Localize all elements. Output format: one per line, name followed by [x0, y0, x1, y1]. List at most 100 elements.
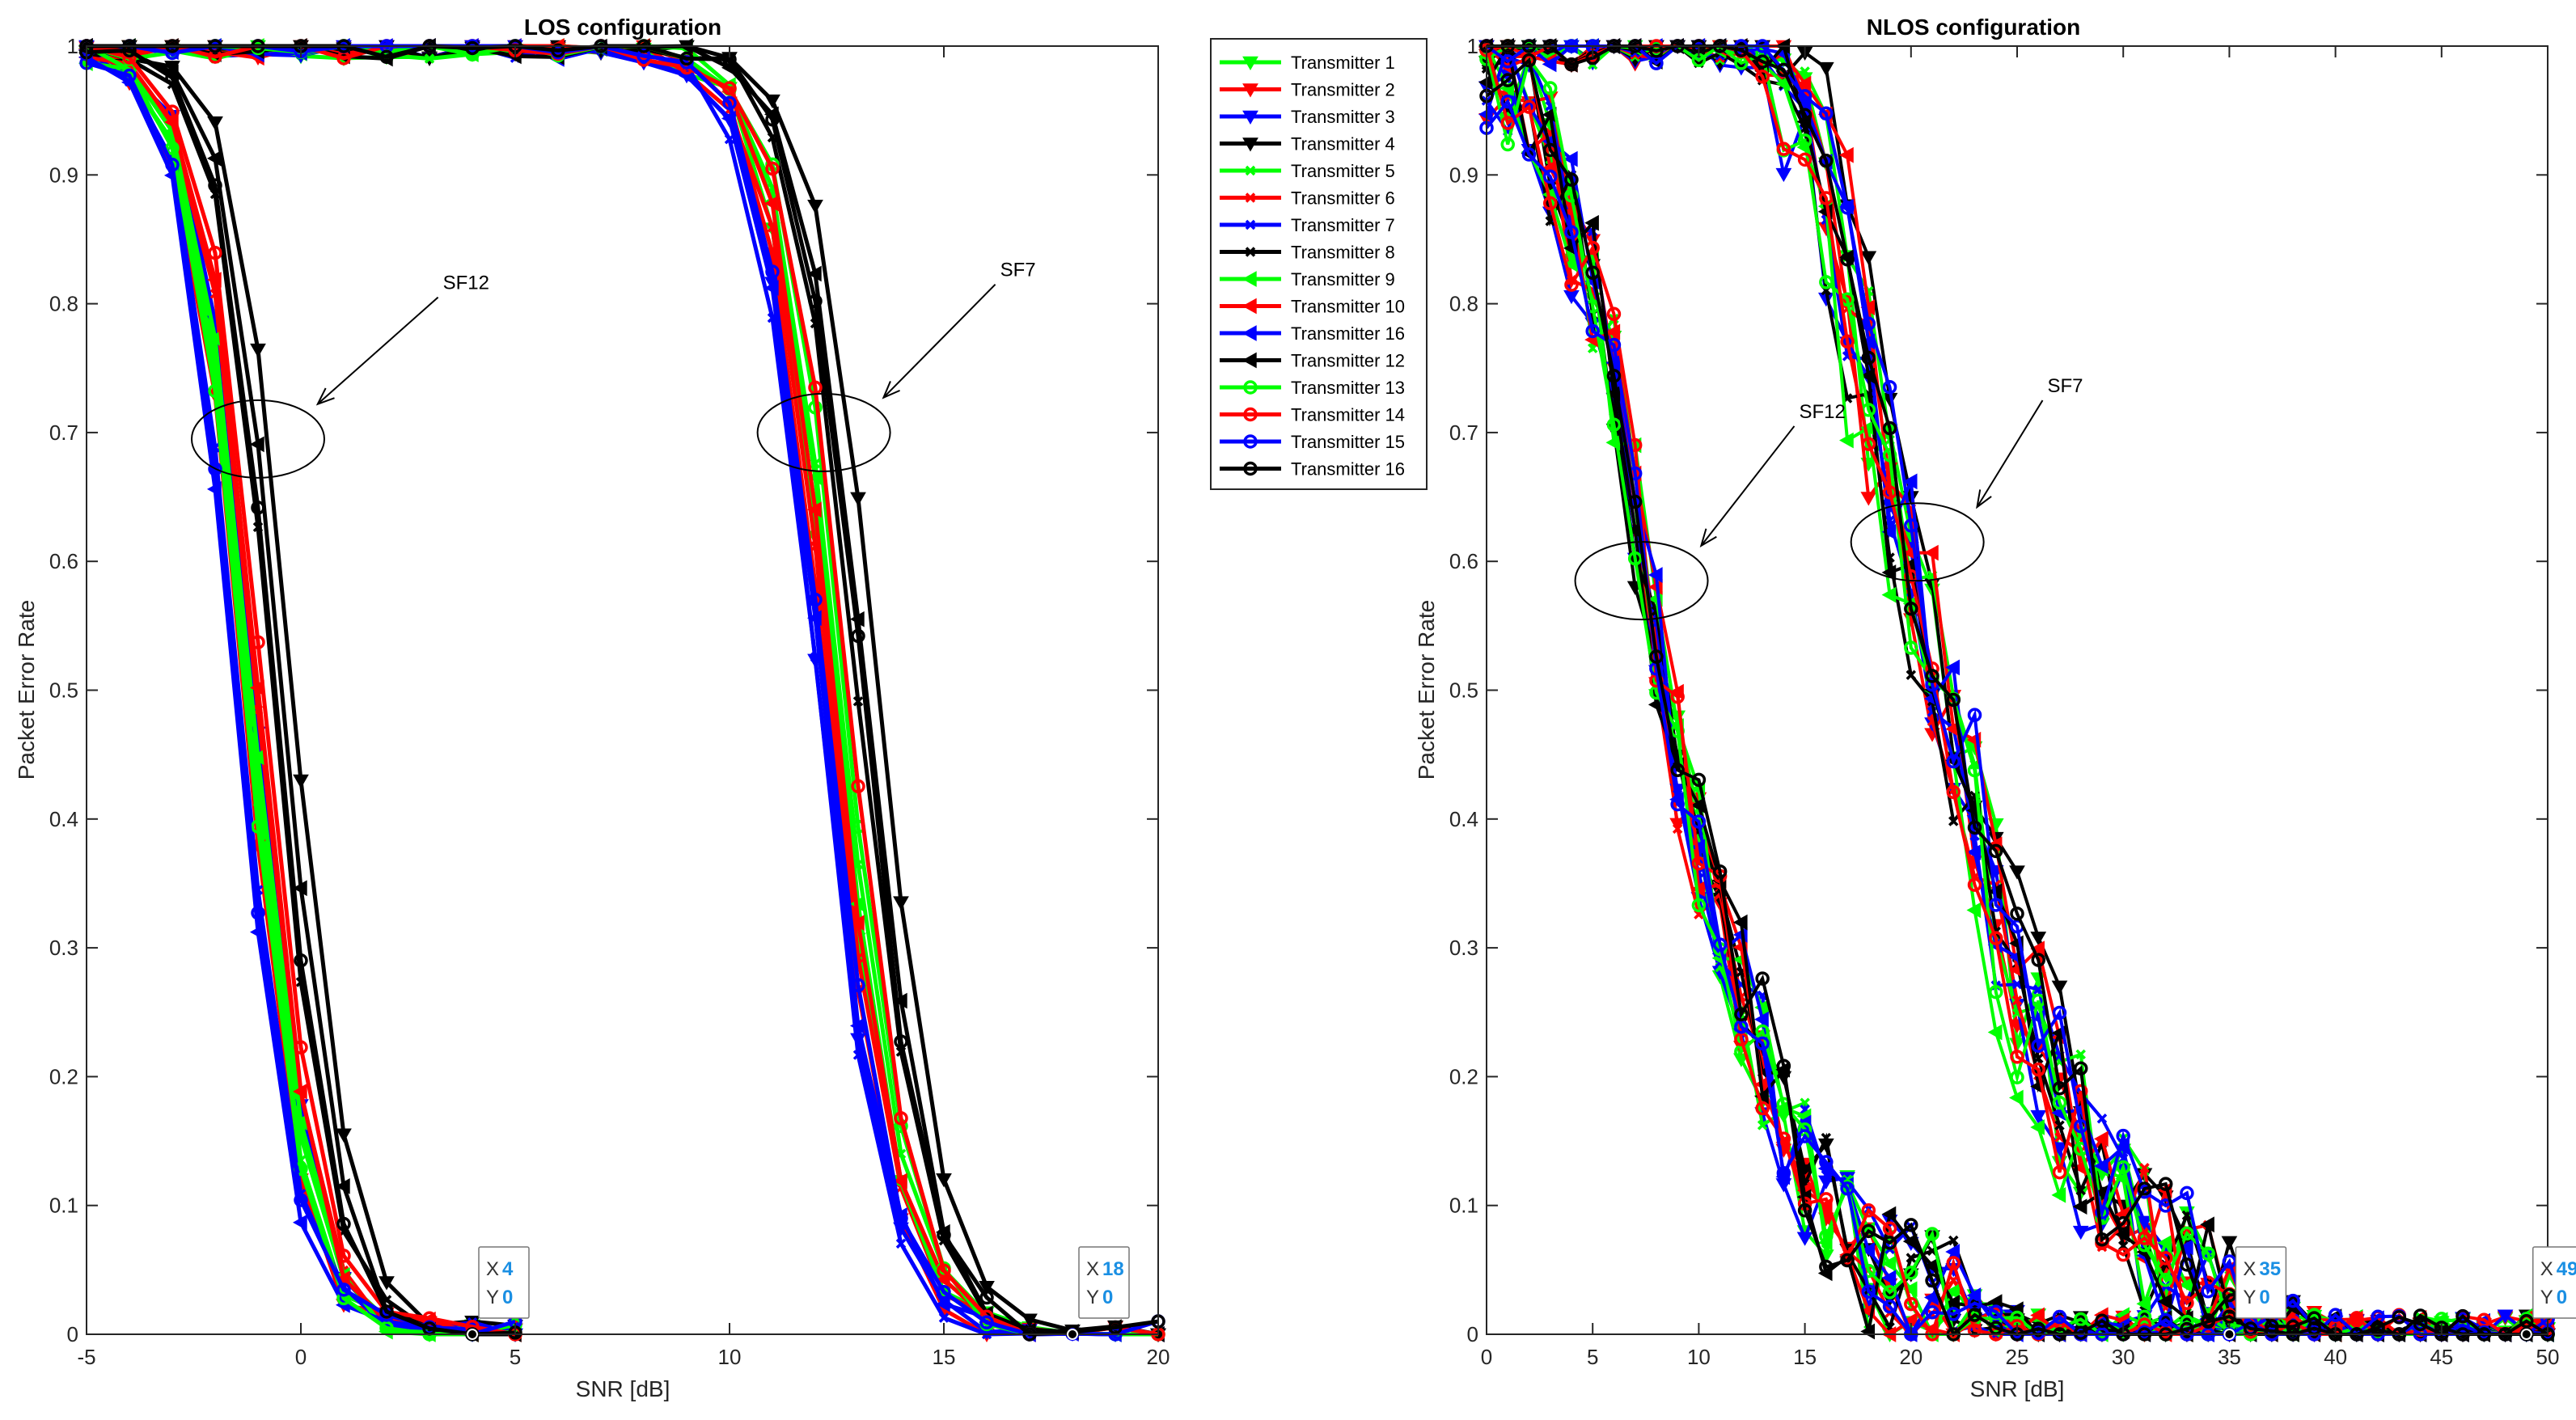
- data-point: [1500, 137, 1515, 152]
- data-point: [1925, 1273, 1939, 1288]
- data-point: [1948, 1235, 1959, 1246]
- data-point: [1564, 277, 1579, 292]
- data-point: [1989, 931, 2003, 945]
- legend-swatch-marker: [1245, 165, 1256, 176]
- data-point: [1882, 1236, 1897, 1250]
- data-point: [2033, 984, 2044, 995]
- data-point: [1670, 689, 1685, 704]
- data-point: [1800, 66, 1810, 77]
- data-point: [336, 1216, 351, 1232]
- data-point: [2157, 1293, 2172, 1310]
- data-point: [1691, 772, 1707, 788]
- los-y-tick-label: 0.1: [49, 1194, 78, 1218]
- los-y-tick-label: 0.6: [49, 549, 78, 573]
- legend-label: Transmitter 5: [1291, 161, 1395, 181]
- los-x-tick-label: 0: [295, 1345, 307, 1369]
- data-point: [2072, 1198, 2087, 1215]
- data-point: [2030, 940, 2045, 957]
- data-point: [1585, 265, 1600, 281]
- data-point: [1904, 640, 1918, 655]
- data-point: [1881, 1206, 1897, 1223]
- data-point: [2265, 1319, 2279, 1333]
- data-point: [979, 1281, 995, 1295]
- data-point: [1906, 1253, 1917, 1263]
- data-point: [122, 68, 137, 83]
- data-point: [250, 343, 266, 358]
- data-point: [679, 51, 694, 66]
- data-point: [1649, 44, 1664, 58]
- data-point: [2201, 1284, 2215, 1299]
- data-point: [1860, 251, 1877, 265]
- data-point: [1904, 1218, 1918, 1232]
- data-point: [1882, 1221, 1897, 1236]
- data-point: [251, 635, 265, 649]
- los-x-tick-label: 10: [718, 1345, 742, 1369]
- nlos-y-tick-label: 1: [1467, 34, 1478, 58]
- datatip-y-value: 0: [1102, 1287, 1113, 1308]
- data-point: [1840, 252, 1855, 267]
- data-point: [1755, 54, 1770, 69]
- data-point: [1861, 350, 1876, 366]
- data-point: [1797, 133, 1813, 148]
- data-point: [165, 104, 180, 119]
- data-point: [2072, 1225, 2089, 1240]
- data-point: [2222, 1287, 2237, 1303]
- data-point: [1500, 94, 1515, 109]
- data-point: [251, 501, 265, 515]
- datatip-anchor: [2520, 1329, 2532, 1340]
- annotation-ellipse: [1850, 502, 1985, 582]
- nlos-x-tick-label: 35: [2218, 1345, 2241, 1369]
- data-point: [1861, 1223, 1876, 1239]
- data-point: [207, 116, 223, 131]
- los-y-tick-label: 0.2: [49, 1064, 78, 1088]
- legend-swatch-marker: [1243, 380, 1258, 395]
- annotation-ellipse: [756, 392, 891, 472]
- data-point: [1946, 1256, 1961, 1270]
- data-point: [2157, 1234, 2172, 1251]
- nlos-x-tick-label: 40: [2324, 1345, 2347, 1369]
- data-point: [2051, 1186, 2066, 1203]
- data-point: [764, 94, 780, 109]
- data-point: [1755, 1036, 1770, 1051]
- nlos-datatips: X 35Y 0X 49Y 0: [2223, 1246, 2576, 1340]
- data-point: [208, 245, 222, 260]
- data-point: [1945, 1283, 1960, 1300]
- data-point: [1670, 797, 1685, 812]
- nlos-x-tick-label: 5: [1587, 1345, 1598, 1369]
- datatip-y-value: 0: [502, 1287, 513, 1308]
- data-point: [2519, 1313, 2534, 1329]
- data-point: [1881, 523, 1897, 540]
- datatip-x-key: X: [1086, 1258, 1099, 1280]
- legend: Transmitter 1 Transmitter 2 Transmitter 3 T…: [1210, 38, 1428, 490]
- data-point: [2008, 1089, 2024, 1106]
- data-point: [2010, 1050, 2024, 1064]
- nlos-y-tick-label: 0.8: [1449, 292, 1478, 316]
- los-x-tick-label: 5: [510, 1345, 521, 1369]
- data-point: [806, 501, 822, 518]
- nlos-ticks: 0 5 10 15 20 25 30 35 40 45 5000.10.20.30.40.50.60…: [1449, 34, 2560, 1369]
- data-point: [424, 53, 435, 64]
- data-point: [294, 953, 308, 968]
- los-y-tick-label: 0.8: [49, 292, 78, 316]
- data-point: [1989, 843, 2003, 859]
- datatip-box: [1078, 1246, 1130, 1319]
- nlos-y-tick-label: 0: [1467, 1322, 1478, 1346]
- legend-swatch-marker: [1241, 298, 1257, 315]
- los-y-tick-label: 0.4: [49, 807, 78, 831]
- data-point: [1948, 816, 1959, 826]
- series-line-sf12: [86, 44, 516, 1337]
- data-point: [849, 915, 865, 932]
- data-point: [1500, 73, 1515, 87]
- data-point: [894, 1211, 908, 1226]
- data-point: [2116, 1215, 2130, 1231]
- data-point: [1691, 814, 1707, 829]
- data-point: [292, 880, 307, 897]
- data-point: [895, 1238, 907, 1249]
- legend-entry: Transmitter 9: [1220, 269, 1395, 289]
- annotation-label: SF12: [1799, 401, 1845, 423]
- data-point: [1967, 877, 1982, 892]
- los-datatips: X 4Y 0X 18Y 0: [467, 1246, 1130, 1340]
- data-point: [251, 819, 265, 834]
